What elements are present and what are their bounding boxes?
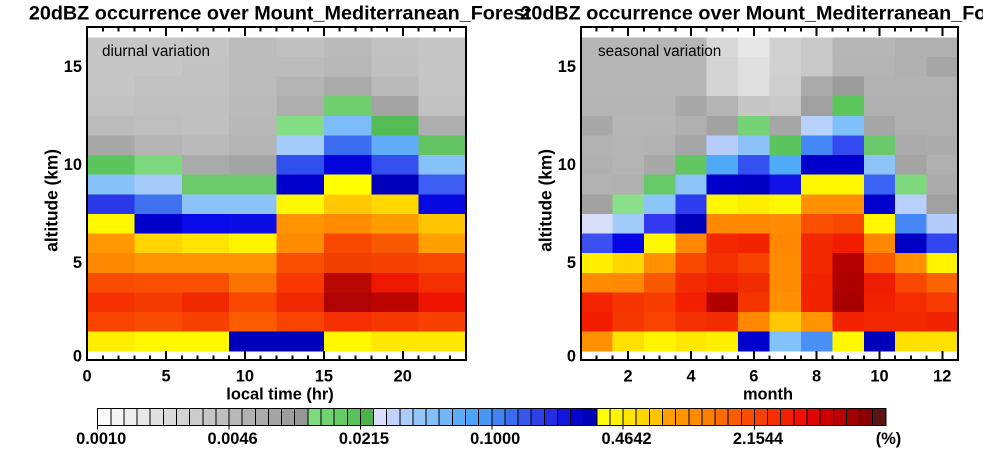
svg-text:0: 0 xyxy=(82,368,91,386)
svg-text:diurnal variation: diurnal variation xyxy=(102,43,210,60)
svg-text:5: 5 xyxy=(567,254,576,272)
svg-text:0: 0 xyxy=(567,347,576,365)
svg-text:altitude (km): altitude (km) xyxy=(41,149,61,252)
svg-text:0.0215: 0.0215 xyxy=(339,430,389,448)
svg-text:4: 4 xyxy=(686,368,696,386)
svg-text:20dBZ occurrence over Mount_Me: 20dBZ occurrence over Mount_Mediterranea… xyxy=(29,3,532,25)
svg-text:15: 15 xyxy=(558,58,576,76)
svg-text:10: 10 xyxy=(870,368,888,386)
svg-text:0.0010: 0.0010 xyxy=(76,430,126,448)
svg-text:2: 2 xyxy=(624,368,633,386)
svg-text:2.1544: 2.1544 xyxy=(733,430,784,448)
svg-text:0.0046: 0.0046 xyxy=(208,430,258,448)
svg-text:local time (hr): local time (hr) xyxy=(226,386,333,404)
svg-text:0.1000: 0.1000 xyxy=(470,430,520,448)
svg-text:10: 10 xyxy=(236,368,254,386)
svg-text:10: 10 xyxy=(558,156,576,174)
svg-text:5: 5 xyxy=(73,254,82,272)
svg-text:15: 15 xyxy=(64,58,82,76)
svg-text:10: 10 xyxy=(64,156,82,174)
svg-text:altitude (km): altitude (km) xyxy=(535,149,555,252)
svg-text:month: month xyxy=(743,386,793,404)
svg-text:20: 20 xyxy=(394,368,412,386)
svg-text:20dBZ occurrence over Mount_Me: 20dBZ occurrence over Mount_Mediterranea… xyxy=(520,3,983,25)
svg-text:8: 8 xyxy=(812,368,821,386)
svg-text:6: 6 xyxy=(749,368,758,386)
svg-text:12: 12 xyxy=(933,368,951,386)
svg-text:15: 15 xyxy=(315,368,333,386)
svg-text:5: 5 xyxy=(161,368,170,386)
svg-text:0.4642: 0.4642 xyxy=(602,430,652,448)
svg-text:seasonal variation: seasonal variation xyxy=(598,43,721,60)
svg-text:(%): (%) xyxy=(876,430,902,448)
svg-text:0: 0 xyxy=(73,347,82,365)
